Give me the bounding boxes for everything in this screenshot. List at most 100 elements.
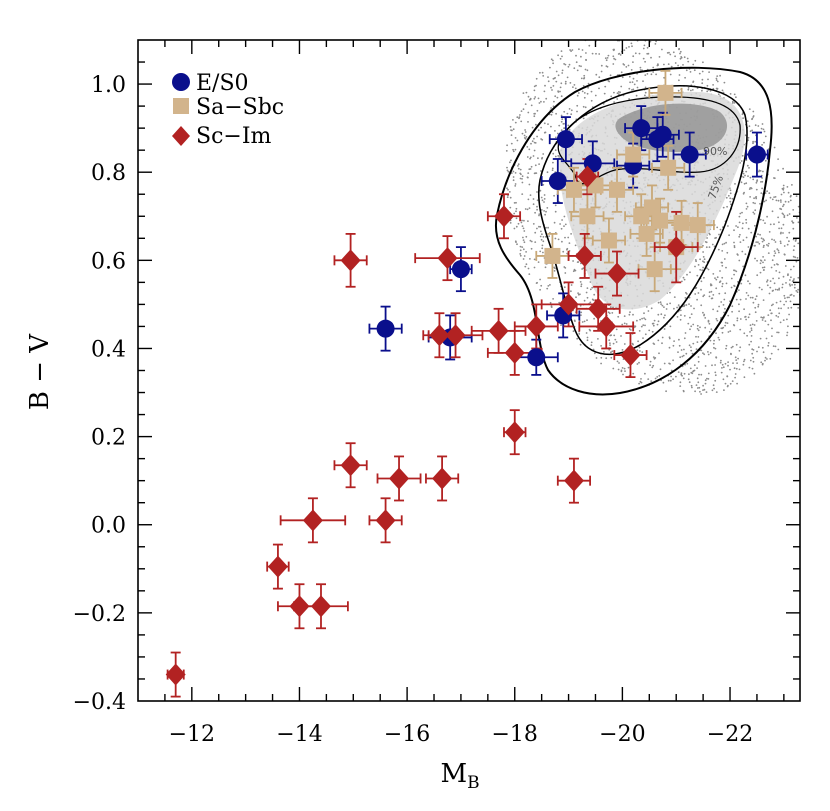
background-dot [563,110,566,113]
background-dot [621,367,624,369]
background-dot [656,323,659,326]
background-dot [722,206,725,209]
background-dot [780,307,782,310]
background-dot [692,63,695,66]
background-dot [573,268,576,271]
background-dot [572,260,574,262]
background-dot [637,340,639,343]
background-dot [517,165,519,167]
background-dot [773,177,775,179]
background-dot [793,245,796,248]
background-dot [655,40,657,43]
background-dot [756,274,759,277]
background-dot [603,351,605,353]
background-dot [667,63,670,65]
background-dot [546,171,549,174]
background-dot [719,270,721,272]
background-dot [794,256,797,259]
background-dot [538,102,541,104]
background-dot [538,213,541,216]
point-sc-im [429,324,450,347]
background-dot [536,208,538,211]
background-dot [585,52,587,54]
background-dot [724,292,727,295]
background-dot [521,193,524,196]
background-dot [679,385,682,387]
background-dot [745,218,747,221]
background-dot [580,65,582,68]
background-dot [541,71,544,74]
background-dot [790,268,792,271]
point-e-s0 [747,145,766,164]
background-dot [561,240,563,243]
background-dot [749,331,751,333]
background-dot [739,298,742,301]
background-dot [657,63,659,65]
background-dot [730,277,733,280]
background-dot [697,329,700,332]
background-dot [723,81,726,84]
point-sa-sbc [646,261,663,278]
background-dot [537,157,539,160]
background-dot [698,386,701,389]
background-dot [620,335,622,337]
background-dot [515,207,518,210]
point-e-s0 [527,348,546,367]
background-dot [525,263,528,266]
background-dot [528,183,531,186]
background-dot [757,233,759,236]
background-dot [550,305,553,308]
background-dot [560,129,563,132]
background-dot [770,319,772,322]
point-sc-im [574,244,595,267]
background-dot [743,308,745,311]
background-dot [694,390,696,393]
background-dot [705,391,708,393]
point-sc-im [389,467,410,490]
background-dot [588,44,591,47]
background-dot [772,345,775,347]
background-dot [569,49,571,51]
background-dot [723,311,725,314]
background-dot [534,172,537,175]
background-dot [783,215,786,217]
background-dot [780,201,782,203]
background-dot [604,85,607,88]
background-dot [754,140,757,143]
background-dot [577,292,579,294]
background-dot [753,244,756,247]
y-tick-label: 0.2 [91,426,126,451]
background-dot [623,367,626,370]
background-dot [536,109,539,112]
background-dot [635,94,638,97]
background-dot [643,44,646,47]
background-dot [557,238,560,241]
background-dot [712,342,715,345]
background-dot [523,134,526,137]
background-dot [627,366,630,369]
background-dot [628,75,631,78]
background-dot [533,89,536,92]
background-dot [729,200,732,203]
background-dot [544,213,546,216]
background-dot [561,69,564,72]
background-dot [529,157,531,160]
background-dot [792,238,795,241]
background-dot [642,80,644,83]
background-dot [737,357,739,360]
background-dot [742,117,744,119]
background-dot [687,88,690,91]
background-dot [749,130,752,133]
background-dot [662,381,665,384]
background-dot [543,122,546,125]
x-tick-label: −20 [599,722,645,747]
background-dot [661,342,663,345]
background-dot [718,233,720,236]
background-dot [707,378,710,380]
background-dot [725,266,727,269]
background-dot [780,227,783,230]
background-dot [638,330,641,332]
background-dot [684,76,686,79]
background-dot [710,284,712,287]
background-dot [774,345,777,348]
